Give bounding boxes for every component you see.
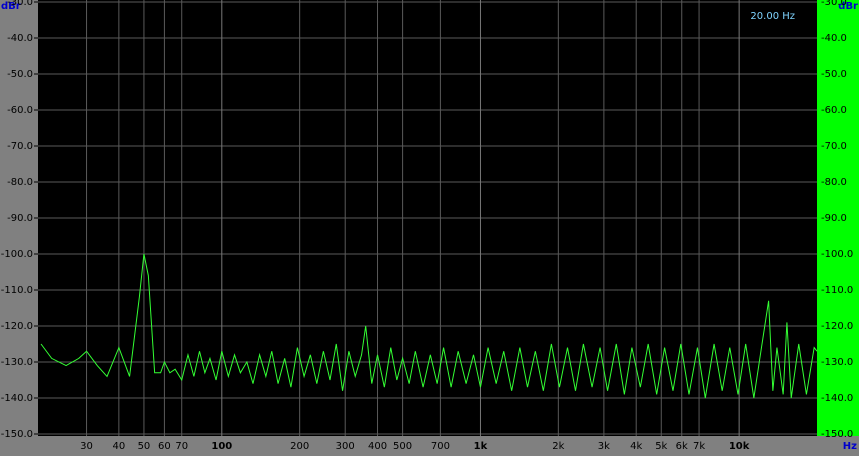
x-tick-label: 50 [138,441,151,452]
x-tick-label: 60 [158,441,171,452]
y2-tick-label: -90.0 [821,213,847,224]
x-tick-label: 30 [80,441,93,452]
x-tick-label: 10k [729,441,750,452]
y-tick-label: -120.0 [1,321,33,332]
x-tick-label: 400 [368,441,387,452]
y2-tick-label: -80.0 [821,177,847,188]
x-tick-label: 700 [431,441,450,452]
x-tick-label: 2k [552,441,564,452]
x-tick-label: 7k [693,441,705,452]
y-tick-label: -150.0 [1,429,33,440]
y-axis-label: dBr [1,1,21,12]
y-tick-label: -60.0 [7,105,33,116]
spectrum-line [40,253,818,399]
y2-tick-label: -70.0 [821,141,847,152]
x-tick-label: 200 [290,441,309,452]
x-tick-label: 4k [630,441,642,452]
x-tick-label: 70 [175,441,188,452]
x-tick-label: 3k [598,441,610,452]
y2-tick-label: -110.0 [821,285,853,296]
x-tick-label: 1k [474,441,488,452]
x-tick-label: 100 [211,441,232,452]
y2-tick-label: -120.0 [821,321,853,332]
x-axis-label: Hz [843,441,857,452]
y2-tick-label: -150.0 [821,429,853,440]
y2-tick-label: -50.0 [821,69,847,80]
y2-tick-label: -100.0 [821,249,853,260]
y-tick-label: -30.0 [7,0,33,8]
y2-tick-label: -140.0 [821,393,853,404]
y-tick-label: -90.0 [7,213,33,224]
annotation: 20.00 Hz [750,11,795,22]
y2-tick-label: -130.0 [821,357,853,368]
y-tick-label: -50.0 [7,69,33,80]
y-tick-label: -80.0 [7,177,33,188]
y-tick-label: -110.0 [1,285,33,296]
x-tick-label: 300 [336,441,355,452]
y-tick-label: -140.0 [1,393,33,404]
x-tick-label: 40 [112,441,125,452]
y-tick-label: -40.0 [7,33,33,44]
y-tick-label: -130.0 [1,357,33,368]
x-tick-label: 500 [393,441,412,452]
x-tick-label: 5k [655,441,667,452]
y-tick-label: -70.0 [7,141,33,152]
y2-tick-label: -60.0 [821,105,847,116]
right-axis-panel [817,0,859,436]
y-tick-label: -100.0 [1,249,33,260]
y2-tick-label: -40.0 [821,33,847,44]
x-tick-label: 6k [676,441,688,452]
y2-axis-label: dBr [838,1,858,12]
y2-tick-label: -30.0 [821,0,847,8]
